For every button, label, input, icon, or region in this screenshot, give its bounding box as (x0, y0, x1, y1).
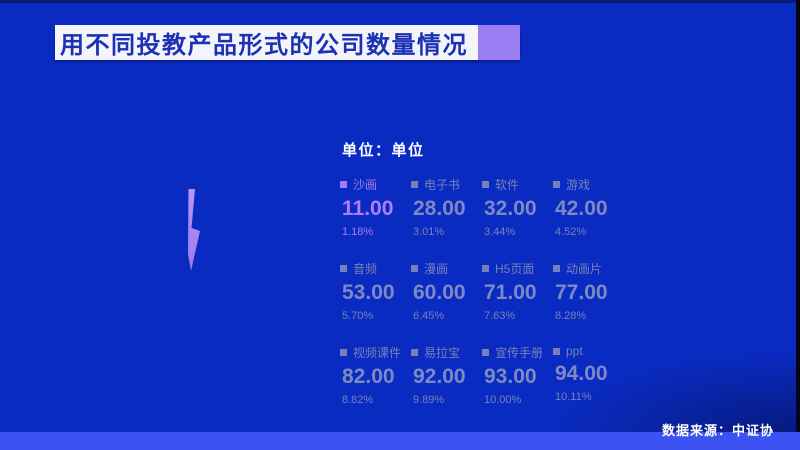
legend-item: 动画片 77.00 8.28% (553, 260, 624, 344)
legend-label: 视频课件 (353, 346, 402, 360)
legend-percent: 8.28% (555, 310, 587, 322)
legend-percent: 10.11% (555, 391, 592, 403)
legend-label: 动画片 (566, 262, 603, 276)
legend-value: 32.00 (484, 197, 537, 220)
legend-bullet-icon (340, 349, 347, 356)
legend-percent: 9.89% (413, 394, 445, 406)
legend-label: ppt (566, 344, 583, 358)
legend-label: 游戏 (566, 178, 591, 192)
legend-bullet-icon (411, 265, 418, 272)
legend-label: 宣传手册 (495, 346, 544, 360)
legend-percent: 3.44% (484, 226, 516, 238)
legend-item: 软件 32.00 3.44% (482, 176, 553, 260)
legend-percent: 8.82% (342, 394, 374, 406)
legend-bullet-icon (553, 347, 560, 355)
legend-item: 漫画 60.00 6.45% (411, 260, 482, 344)
legend-bullet-icon (553, 181, 560, 188)
unit-label: 单位：单位 (342, 142, 425, 159)
legend-item: ppt 94.00 10.11% (553, 344, 624, 428)
legend-item: 音频 53.00 5.70% (340, 260, 411, 344)
legend-label: 易拉宝 (424, 346, 461, 360)
legend-bullet-icon (340, 265, 347, 272)
legend-item: 易拉宝 92.00 9.89% (411, 344, 482, 428)
legend-bullet-icon (411, 349, 418, 356)
right-border (796, 0, 800, 432)
legend-bullet-icon (482, 181, 489, 188)
legend-value: 71.00 (484, 281, 537, 304)
legend-item: 电子书 28.00 3.01% (411, 176, 482, 260)
legend-value: 42.00 (555, 197, 608, 220)
legend-value: 82.00 (342, 365, 395, 388)
legend-value: 93.00 (484, 365, 537, 388)
legend-bullet-icon (553, 265, 560, 272)
legend-percent: 10.00% (484, 394, 522, 406)
legend-value: 11.00 (342, 197, 394, 220)
legend-percent: 4.52% (555, 226, 587, 238)
page-title: 用不同投教产品形式的公司数量情况 (60, 32, 468, 59)
legend-item: 宣传手册 93.00 10.00% (482, 344, 553, 428)
legend-value: 28.00 (413, 197, 466, 220)
legend-percent: 6.45% (413, 310, 445, 322)
legend-bullet-icon (411, 181, 418, 188)
title-bar: 用不同投教产品形式的公司数量情况 (55, 25, 520, 60)
legend-value: 77.00 (555, 281, 608, 304)
legend-value: 60.00 (413, 281, 466, 304)
footer-band (0, 432, 800, 450)
title-accent-block (478, 25, 520, 60)
legend-label: 音频 (353, 262, 378, 276)
legend-label: 沙画 (353, 178, 378, 192)
legend-percent: 7.63% (484, 310, 516, 322)
legend-percent: 1.18% (342, 226, 374, 238)
legend-label: 软件 (495, 178, 520, 192)
legend-value: 92.00 (413, 365, 466, 388)
legend-percent: 3.01% (413, 226, 445, 238)
legend-label: 漫画 (424, 262, 449, 276)
legend-value: 94.00 (555, 362, 608, 385)
pie-slice-sliver (188, 189, 200, 271)
legend-bullet-icon (482, 349, 489, 356)
data-source: 数据来源：中证协 (661, 423, 774, 438)
legend-label: H5页面 (495, 262, 535, 276)
legend-value: 53.00 (342, 281, 395, 304)
legend-bullet-icon (340, 181, 347, 188)
top-border (0, 0, 800, 3)
legend-item: H5页面 71.00 7.63% (482, 260, 553, 344)
legend-bullet-icon (482, 265, 489, 272)
legend-item: 游戏 42.00 4.52% (553, 176, 624, 260)
legend-label: 电子书 (424, 178, 461, 192)
legend-percent: 5.70% (342, 310, 374, 322)
legend-grid: 沙画 11.00 1.18% 电子书 28.00 3.01% 软件 32.00 … (340, 176, 624, 428)
legend-item: 沙画 11.00 1.18% (340, 176, 411, 260)
legend-item: 视频课件 82.00 8.82% (340, 344, 411, 428)
